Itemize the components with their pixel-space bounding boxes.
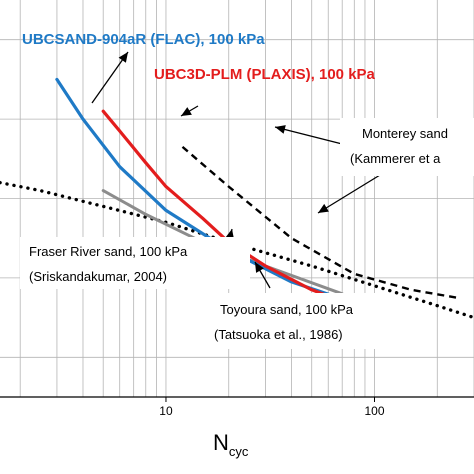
series-line-ubc3dplm bbox=[101, 109, 377, 316]
x-axis-label: Ncyc bbox=[213, 430, 249, 459]
toyoura-label-line1: Toyoura sand, 100 kPa bbox=[220, 302, 354, 317]
series-line-fraser bbox=[0, 180, 474, 320]
x-ticks: 10 100 bbox=[159, 397, 385, 418]
fraser-label-line1: Fraser River sand, 100 kPa bbox=[29, 244, 188, 259]
series-line-ubcsand904ar bbox=[55, 77, 377, 312]
x-tick-label: 100 bbox=[364, 404, 384, 418]
annotation-arrow-shaft bbox=[91, 51, 129, 104]
fraser-label-bg bbox=[20, 237, 250, 289]
toyoura-label-bg bbox=[204, 293, 384, 349]
monterey-label-line1: Monterey sand bbox=[362, 126, 448, 141]
monterey-label-bg bbox=[340, 118, 474, 176]
blue-series-label: UBCSAND-904aR (FLAC), 100 kPa bbox=[22, 31, 265, 48]
red-series-label: UBC3D-PLM (PLAXIS), 100 kPa bbox=[154, 66, 376, 83]
annotation-arrows bbox=[91, 51, 381, 289]
legend-labels: UBCSAND-904aR (FLAC), 100 kPa UBC3D-PLM … bbox=[20, 31, 474, 349]
x-tick-label: 10 bbox=[159, 404, 173, 418]
annotation-arrow-shaft bbox=[317, 174, 381, 214]
annotation-arrow-head bbox=[118, 52, 128, 63]
fraser-label-line2: (Sriskandakumar, 2004) bbox=[29, 269, 167, 284]
monterey-label-line2: (Kammerer et a bbox=[350, 151, 441, 166]
toyoura-label-line2: (Tatsuoka et al., 1986) bbox=[214, 327, 343, 342]
annotation-arrow-head bbox=[181, 107, 192, 116]
annotation-arrow-head bbox=[255, 262, 264, 273]
series-lines bbox=[0, 77, 474, 320]
annotation-arrow-head bbox=[318, 203, 329, 213]
annotation-arrow-head bbox=[275, 125, 286, 134]
series-line-monterey bbox=[181, 145, 458, 299]
